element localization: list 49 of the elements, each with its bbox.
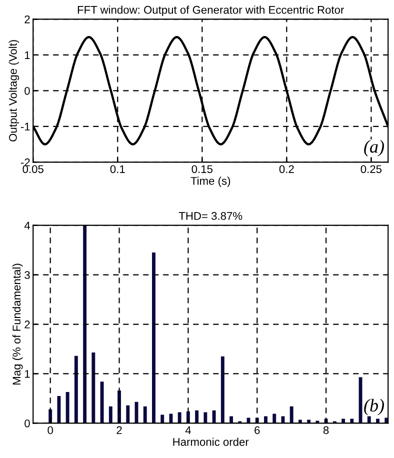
chart-title: FFT window: Output of Generator with Eccentric Rotor <box>78 6 344 16</box>
x-tick-label: 4 <box>185 426 191 434</box>
x-tick-label: 0.05 <box>22 165 44 174</box>
x-tick-label: 0.15 <box>192 165 212 174</box>
y-tick-label: 0 <box>24 419 30 428</box>
y-tick-label: 2 <box>24 320 30 328</box>
y-tick-label: 3 <box>24 271 30 279</box>
bar <box>169 414 173 424</box>
bar <box>126 405 130 424</box>
bar <box>290 406 294 424</box>
y-tick-label: 0 <box>24 86 30 95</box>
y-tick-label: 2 <box>24 16 30 24</box>
bar <box>143 406 147 424</box>
x-tick-label: 0.2 <box>279 165 294 174</box>
x-tick-label: 0.1 <box>110 165 125 174</box>
x-tick-label: 0.25 <box>360 165 382 174</box>
bar <box>100 382 104 424</box>
bar <box>220 356 224 424</box>
bar <box>376 418 380 424</box>
x-axis-title: Harmonic order <box>173 438 249 446</box>
annotation: (a) <box>364 140 384 156</box>
y-axis-title: Mag (% of Fundamental) <box>12 264 23 384</box>
bar <box>83 225 87 424</box>
x-tick-label: 2 <box>116 426 122 434</box>
x-tick-label: 6 <box>254 426 260 434</box>
x-axis-title: Time (s) <box>190 176 230 188</box>
bar <box>212 410 216 424</box>
y-tick-label: 4 <box>24 222 30 230</box>
bar <box>57 396 61 424</box>
y-tick-label: 1 <box>24 51 30 59</box>
annotation: (b) <box>364 398 384 416</box>
chart-title: THD= 3.87% <box>178 212 242 220</box>
y-axis-title: Output Voltage (Volt) <box>8 40 20 142</box>
bar <box>204 412 208 424</box>
y-tick-label: -1 <box>20 122 30 130</box>
x-tick-label: 8 <box>323 426 329 434</box>
bar <box>342 418 346 424</box>
bar <box>66 392 70 424</box>
y-tick-label: 1 <box>24 370 30 378</box>
bar <box>152 252 156 424</box>
bar <box>92 352 96 424</box>
bar <box>272 414 276 424</box>
bar <box>108 406 112 424</box>
x-tick-label: 0 <box>48 426 53 434</box>
bar <box>350 418 354 424</box>
bar <box>74 356 78 424</box>
bar <box>195 410 199 424</box>
bar <box>178 412 182 424</box>
bar <box>160 414 164 424</box>
